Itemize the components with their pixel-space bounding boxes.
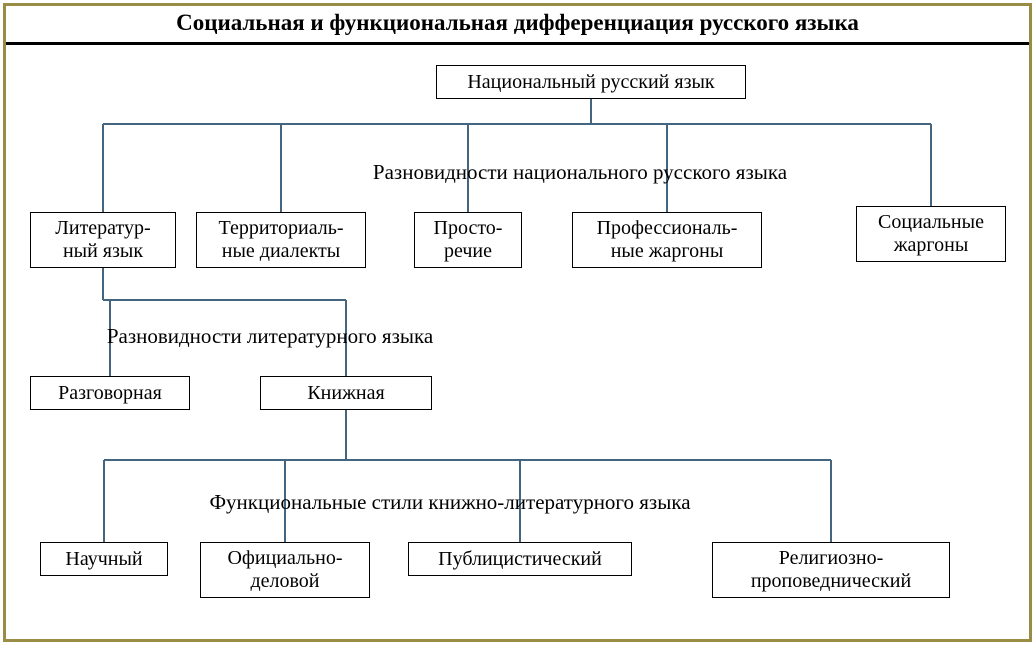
node-root: Национальный русский язык [436,65,746,99]
node-official-business: Официально- деловой [200,542,370,598]
label-varieties-national: Разновидности национального русского язы… [300,160,860,185]
label-functional-styles: Функциональные стили книжно-литературног… [130,490,770,515]
node-bookish: Книжная [260,376,432,410]
node-religious: Религиозно- проповеднический [712,542,950,598]
node-professional-jargons: Профессиональ- ные жаргоны [572,212,762,268]
node-publicistic: Публицистический [408,542,632,576]
node-scientific: Научный [40,542,168,576]
node-colloquial: Разговорная [30,376,190,410]
node-vernacular: Просто- речие [414,212,522,268]
node-literary-language: Литератур- ный язык [30,212,176,268]
label-varieties-literary: Разновидности литературного языка [60,324,480,349]
node-territorial-dialects: Территориаль- ные диалекты [196,212,366,268]
diagram-title: Социальная и функциональная дифференциац… [0,10,1035,36]
node-social-jargons: Социальные жаргоны [856,206,1006,262]
diagram-frame: Социальная и функциональная дифференциац… [0,0,1035,645]
title-underline [6,42,1029,45]
